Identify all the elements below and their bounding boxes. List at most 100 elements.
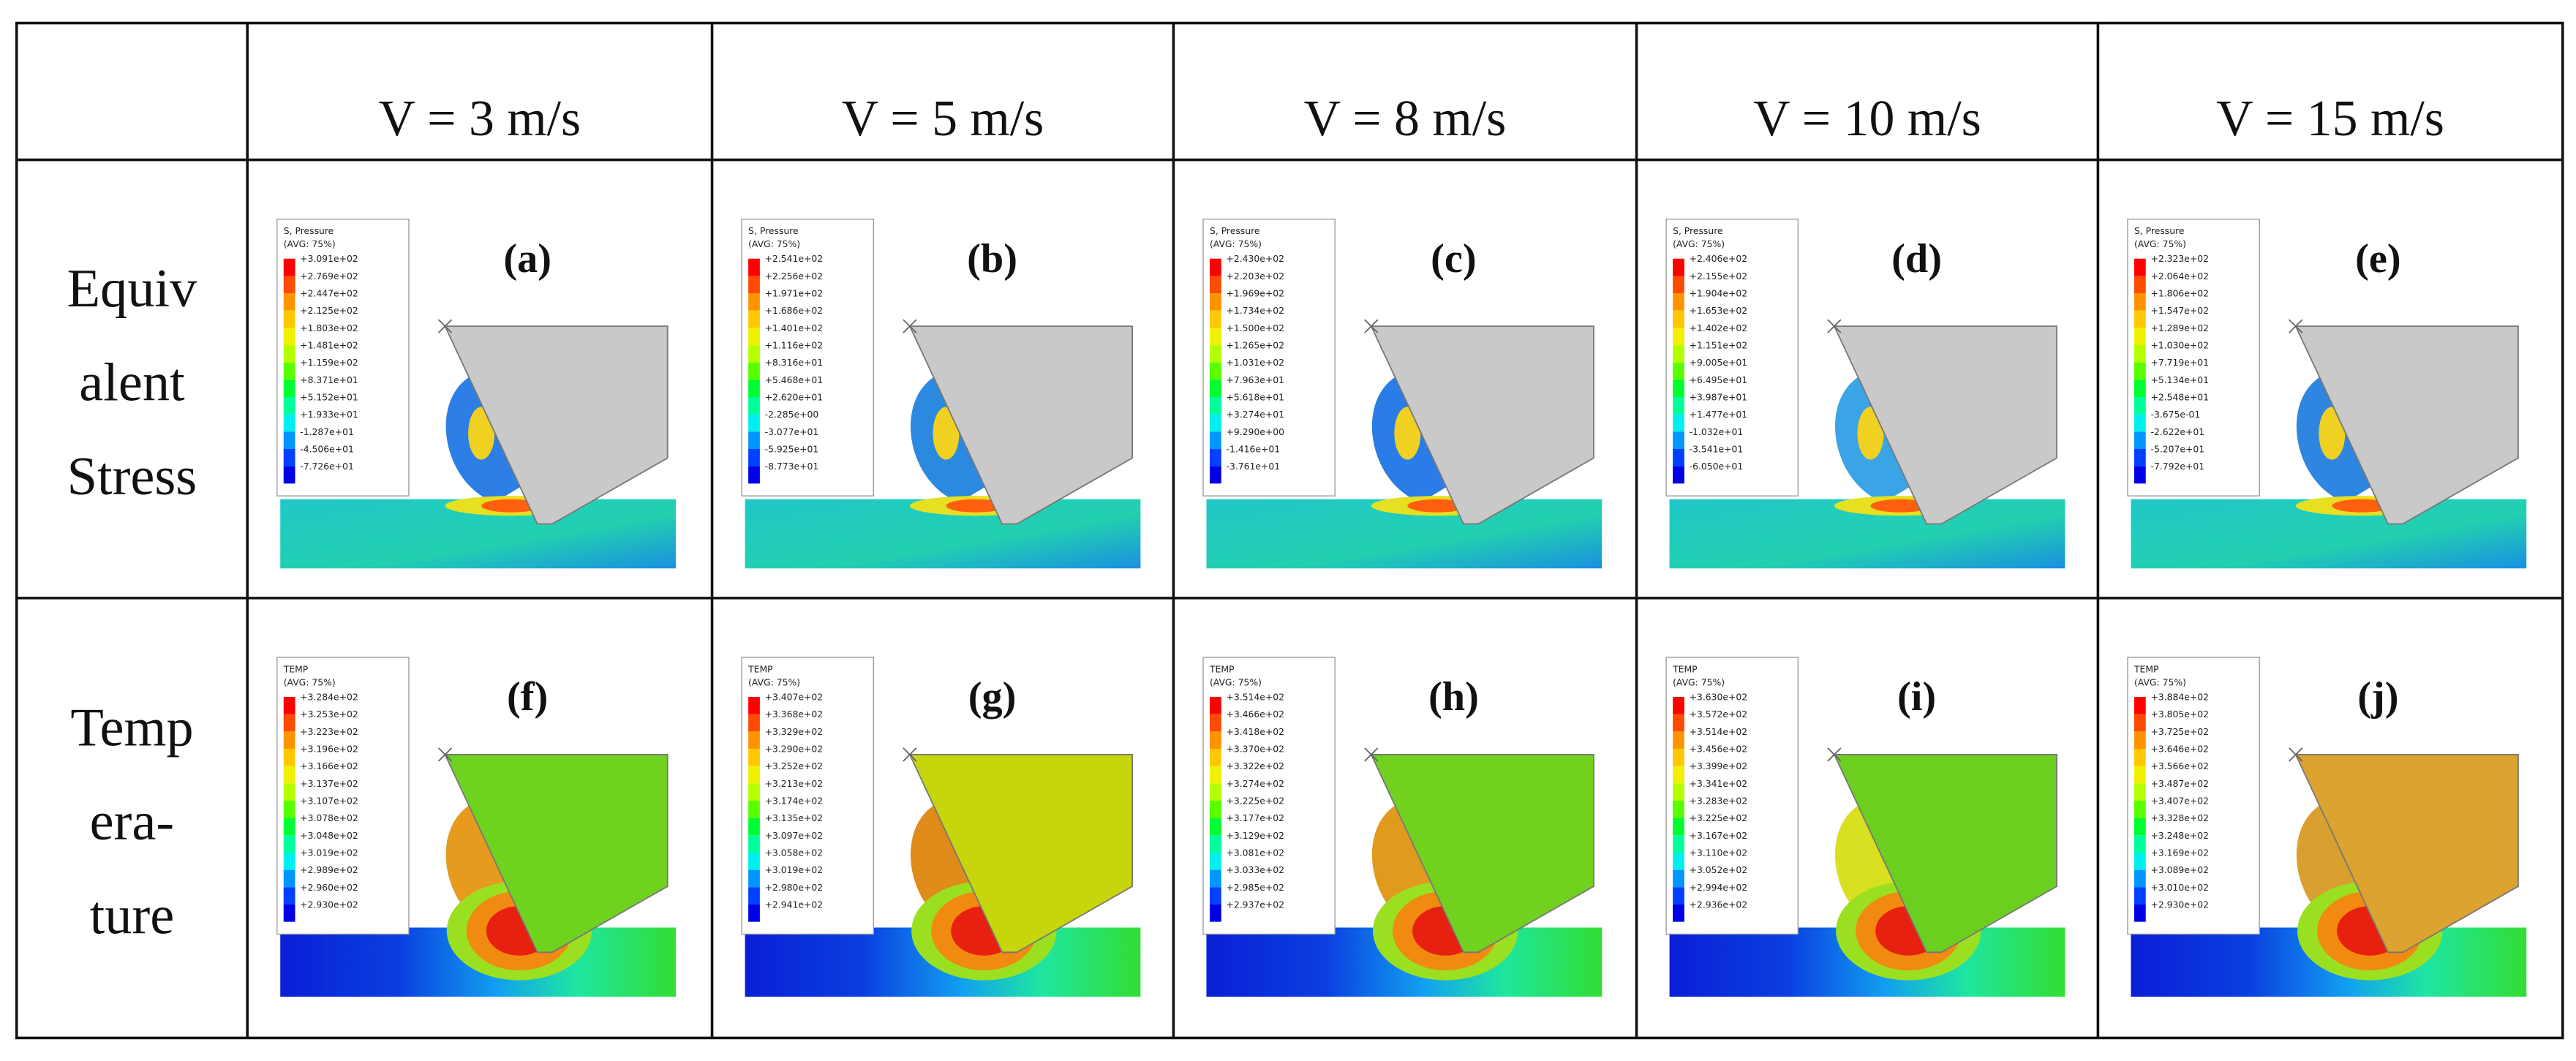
legend-value: +2.620e+01	[765, 392, 824, 403]
legend-swatch	[1209, 869, 1221, 888]
legend-title: S, Pressure	[748, 225, 799, 236]
row-label: Equiv	[67, 259, 197, 319]
legend: TEMP (AVG: 75%) +3.884e+02 +3.805e+02 +3.725…	[2127, 657, 2260, 935]
legend-value: +7.963e+01	[1227, 374, 1285, 385]
legend-value: +3.129e+02	[1227, 830, 1285, 841]
legend-swatch	[283, 448, 295, 467]
simulation-panel: S, Pressure (AVG: 75%) +2.406e+02 +2.155e+0…	[1665, 218, 2065, 569]
legend-value: +3.646e+02	[2151, 744, 2210, 755]
legend-value: +2.769e+02	[300, 271, 358, 282]
legend-swatch	[1673, 448, 1684, 467]
legend-swatch	[748, 749, 760, 766]
tool-marker	[1827, 747, 1842, 762]
legend-title: S, Pressure	[284, 225, 334, 236]
legend-value: +3.225e+02	[1690, 812, 1748, 823]
legend-swatch	[2134, 431, 2146, 449]
legend-value: +1.030e+02	[2151, 340, 2210, 351]
legend-swatch	[1209, 396, 1221, 415]
legend-value: +2.203e+02	[1227, 271, 1285, 282]
legend-value: +3.284e+02	[300, 692, 358, 703]
legend-value: +3.805e+02	[2151, 709, 2210, 720]
legend-value: +3.174e+02	[765, 796, 824, 807]
legend-value: -3.761e+01	[1227, 461, 1281, 472]
cutting-tool	[444, 325, 669, 525]
legend-swatch	[1673, 749, 1684, 766]
legend-value: +1.159e+02	[300, 357, 358, 368]
legend-value: +2.256e+02	[765, 271, 824, 282]
legend-swatch	[2134, 448, 2146, 467]
legend-value: -3.541e+01	[1690, 443, 1744, 454]
tool-marker	[2289, 319, 2303, 333]
simulation-panel: TEMP (AVG: 75%) +3.514e+02 +3.466e+02 +3.418…	[1202, 657, 1603, 997]
legend-swatch	[283, 380, 295, 397]
legend-value: +3.399e+02	[1690, 760, 1748, 771]
legend-swatch	[283, 328, 295, 346]
panel-label: (a)	[503, 236, 551, 282]
row-label: Stress	[67, 447, 197, 507]
legend-swatch	[748, 731, 760, 750]
legend-value: +2.930e+02	[300, 899, 358, 910]
legend-value: +1.265e+02	[1227, 340, 1285, 351]
legend-value: +3.110e+02	[1690, 847, 1748, 858]
legend: TEMP (AVG: 75%) +3.630e+02 +3.572e+02 +3.514…	[1665, 657, 1799, 935]
legend-swatch	[283, 345, 295, 363]
panel-label: (b)	[967, 236, 1017, 282]
stress-zone	[2319, 407, 2346, 460]
column-header: V = 5 m/s	[842, 91, 1044, 147]
legend-value: +3.514e+02	[1690, 726, 1748, 737]
legend-value: -3.077e+01	[765, 426, 819, 437]
legend-value: +3.328e+02	[2151, 812, 2210, 823]
legend-value: +3.418e+02	[1227, 726, 1285, 737]
legend-swatch	[1209, 818, 1221, 836]
legend-value: +5.134e+01	[2151, 374, 2210, 385]
simulation-panel: TEMP (AVG: 75%) +3.630e+02 +3.572e+02 +3.514…	[1665, 657, 2065, 997]
legend-value: +2.989e+02	[300, 864, 358, 875]
stress-zone	[2332, 499, 2392, 513]
legend-value: +3.089e+02	[2151, 864, 2210, 875]
legend-value: +3.052e+02	[1690, 864, 1748, 875]
legend-swatch	[283, 258, 295, 276]
legend-swatch	[2134, 766, 2146, 784]
legend-swatch	[283, 904, 295, 922]
legend-value: +3.407e+02	[2151, 796, 2210, 807]
legend-value: +2.323e+02	[2151, 253, 2210, 264]
legend-swatch	[283, 818, 295, 836]
legend-swatch	[748, 904, 760, 922]
legend-swatch	[1209, 749, 1221, 766]
panel-label: (c)	[1431, 236, 1477, 282]
panel-label: (g)	[968, 674, 1017, 720]
legend-swatch	[1209, 766, 1221, 784]
legend-swatch	[748, 310, 760, 328]
legend-value: +3.107e+02	[300, 796, 358, 807]
legend-value: +8.371e+01	[300, 374, 358, 385]
legend-value: +3.177e+02	[1227, 812, 1285, 823]
legend-swatch	[1673, 714, 1684, 732]
legend-value: +3.329e+02	[765, 726, 824, 737]
legend-value: +3.456e+02	[1690, 744, 1748, 755]
legend-value: +3.169e+02	[2151, 847, 2210, 858]
legend-box	[2127, 218, 2260, 496]
legend-swatch	[748, 345, 760, 363]
legend-swatch	[1209, 835, 1221, 853]
legend-swatch	[1673, 328, 1684, 346]
legend-value: +3.370e+02	[1227, 744, 1285, 755]
legend-swatch	[2134, 276, 2146, 294]
column-header: V = 3 m/s	[378, 91, 581, 147]
cutting-tool	[2294, 325, 2519, 525]
legend-swatch	[2134, 258, 2146, 276]
legend-swatch	[1209, 276, 1221, 294]
legend-box	[1202, 657, 1336, 935]
legend-value: +3.058e+02	[765, 847, 824, 858]
legend-value: +1.402e+02	[1690, 322, 1748, 333]
row-label: ture	[90, 886, 175, 945]
simulation-panel: S, Pressure (AVG: 75%) +2.323e+02 +2.064e+0…	[2127, 218, 2527, 569]
legend-value: +2.960e+02	[300, 882, 358, 893]
legend-value: +3.010e+02	[2151, 882, 2210, 893]
legend-swatch	[748, 380, 760, 397]
legend-swatch	[1673, 345, 1684, 363]
panel-label: (f)	[507, 674, 548, 720]
legend-swatch	[748, 276, 760, 294]
column-header: V = 10 m/s	[1753, 91, 1981, 147]
legend-swatch	[1673, 697, 1684, 714]
